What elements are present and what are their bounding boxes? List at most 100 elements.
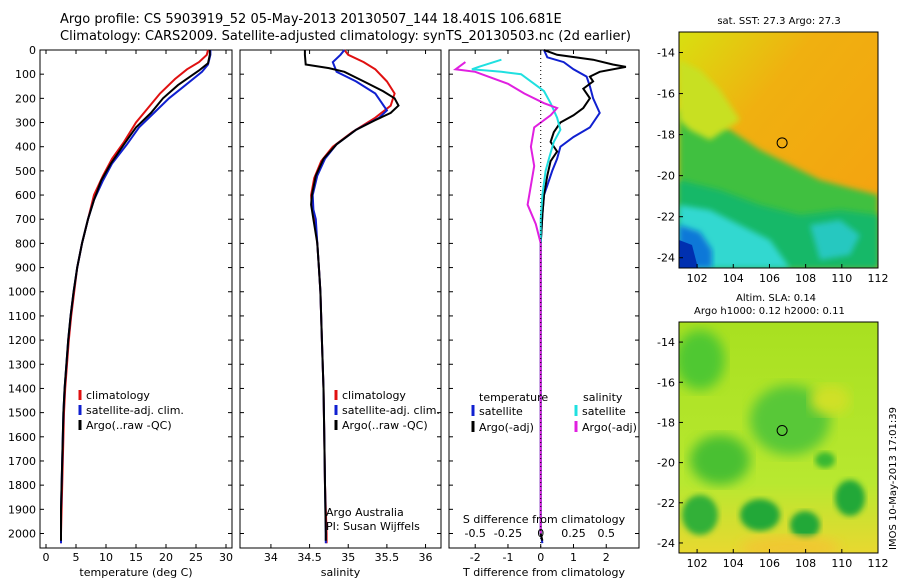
- x-tick-label: 36: [419, 551, 433, 564]
- legend-label: Argo(-adj): [582, 421, 637, 434]
- map-x-tick-label: 104: [723, 557, 744, 570]
- sst-map-field: [679, 32, 878, 268]
- panel-annotation: PI: Susan Wijffels: [326, 520, 420, 533]
- series-line-argo--adj-: [452, 61, 559, 534]
- x-axis-label: temperature (deg C): [79, 566, 192, 579]
- map-frame-1: [678, 31, 879, 269]
- map-y-tick-label: -22: [657, 497, 675, 510]
- y-tick-label: 1700: [8, 455, 36, 468]
- map-y-tick-label: -16: [657, 376, 675, 389]
- argo-location-marker: [776, 424, 788, 436]
- y-tick-label: 2000: [8, 527, 36, 540]
- map-y-tick-label: -22: [657, 211, 675, 224]
- x-axis-label: T difference from climatology: [462, 566, 625, 579]
- map-y-tick-label: -18: [657, 416, 675, 429]
- y-tick-label: 800: [15, 237, 36, 250]
- series-line-argo--adj-: [539, 49, 627, 541]
- y-tick-label: 1000: [8, 286, 36, 299]
- y-tick-label: 300: [15, 117, 36, 130]
- map-x-tick-label: 110: [831, 557, 852, 570]
- y-tick-label: 1400: [8, 382, 36, 395]
- y-tick-label: 700: [15, 213, 36, 226]
- x-tick-label: 5: [73, 551, 80, 564]
- x-tick-label: 25: [189, 551, 203, 564]
- map-x-tick-label: 112: [868, 272, 889, 285]
- sla-map-title: Altim. SLA: 0.14: [736, 293, 816, 304]
- map-y-tick-label: -18: [657, 129, 675, 142]
- y-tick-label: 1100: [8, 310, 36, 323]
- map-x-tick-label: 106: [759, 557, 780, 570]
- map-x-tick-label: 110: [831, 272, 852, 285]
- y-tick-label: 200: [15, 92, 36, 105]
- x-tick-label: 10: [99, 551, 113, 564]
- x-tick-label-salinity: 0.25: [561, 527, 586, 540]
- sla-map-field: [679, 322, 878, 553]
- series-line-argo---raw--qc-: [303, 50, 400, 541]
- y-tick-label: 1600: [8, 431, 36, 444]
- x-tick-label: 35.5: [375, 551, 400, 564]
- map-x-tick-label: 102: [687, 557, 708, 570]
- legend-label: Argo(..raw -QC): [86, 419, 172, 432]
- x-tick-label: 30: [219, 551, 233, 564]
- panel-frame-2: [239, 49, 442, 549]
- x-tick-label-salinity: 0.5: [597, 527, 615, 540]
- legend-label: Argo(..raw -QC): [342, 419, 428, 432]
- map-x-tick-label: 104: [723, 272, 744, 285]
- map-y-tick-label: -24: [657, 252, 675, 265]
- x-tick-label-salinity: -0.5: [464, 527, 485, 540]
- map-y-tick-label: -20: [657, 170, 675, 183]
- x-tick-label: 15: [129, 551, 143, 564]
- map-x-tick-label: 112: [868, 557, 889, 570]
- map-x-tick-label: 106: [759, 272, 780, 285]
- map-x-tick-label: 108: [795, 272, 816, 285]
- header-line-2: Climatology: CARS2009. Satellite-adjuste…: [60, 29, 631, 44]
- y-tick-label: 900: [15, 262, 36, 275]
- x-tick-label: 2: [603, 551, 610, 564]
- header-line-1: Argo profile: CS 5903919_52 05-May-2013 …: [60, 12, 562, 27]
- legend-label: satellite-adj. clim.: [342, 404, 440, 417]
- x-tick-label: -2: [470, 551, 481, 564]
- panel-frame-3: [448, 49, 640, 549]
- y-tick-label: 1500: [8, 407, 36, 420]
- y-tick-label: 1200: [8, 334, 36, 347]
- legend-label: satellite-adj. clim.: [86, 404, 184, 417]
- y-tick-label: 600: [15, 189, 36, 202]
- x-tick-label: 34: [264, 551, 278, 564]
- series-line-satellite: [539, 49, 601, 544]
- y-tick-label: 100: [15, 68, 36, 81]
- y-tick-label: 1900: [8, 503, 36, 516]
- sst-map-title: sat. SST: 27.3 Argo: 27.3: [717, 16, 840, 27]
- y-tick-label: 500: [15, 165, 36, 178]
- series-line-climatology: [60, 49, 209, 544]
- legend-label: Argo(-adj): [479, 421, 534, 434]
- series-line-argo---raw--qc-: [60, 50, 211, 541]
- x-tick-label: 34.5: [297, 551, 322, 564]
- series-line-satellite: [471, 58, 562, 534]
- timestamp-label: IMOS 10-May-2013 17:01:39: [888, 407, 899, 550]
- legend-title-salinity: salinity: [583, 391, 623, 404]
- map-x-tick-label: 108: [795, 557, 816, 570]
- sla-map-subtitle: Argo h1000: 0.12 h2000: 0.11: [694, 306, 845, 317]
- x-tick-label: 1: [570, 551, 577, 564]
- x-tick-label-salinity: -0.25: [494, 527, 522, 540]
- y-tick-label: 1800: [8, 479, 36, 492]
- series-line-climatology: [310, 49, 396, 544]
- map-y-tick-label: -20: [657, 457, 675, 470]
- y-tick-label: 400: [15, 141, 36, 154]
- legend-label: satellite: [479, 405, 523, 418]
- x-axis-label: salinity: [321, 566, 361, 579]
- x-tick-label: -1: [502, 551, 513, 564]
- legend-label: climatology: [342, 389, 406, 402]
- legend-label: climatology: [86, 389, 150, 402]
- map-y-tick-label: -16: [657, 88, 675, 101]
- x-tick-label: 0: [537, 551, 544, 564]
- map-x-tick-label: 102: [687, 272, 708, 285]
- x-tick-label: 20: [159, 551, 173, 564]
- legend-label: satellite: [582, 405, 626, 418]
- map-y-tick-label: -14: [657, 47, 675, 60]
- map-y-tick-label: -24: [657, 537, 675, 550]
- y-tick-label: 1300: [8, 358, 36, 371]
- x-tick-label-salinity: 0: [537, 527, 544, 540]
- map-y-tick-label: -14: [657, 336, 675, 349]
- x-axis-label-salinity: S difference from climatology: [463, 513, 626, 526]
